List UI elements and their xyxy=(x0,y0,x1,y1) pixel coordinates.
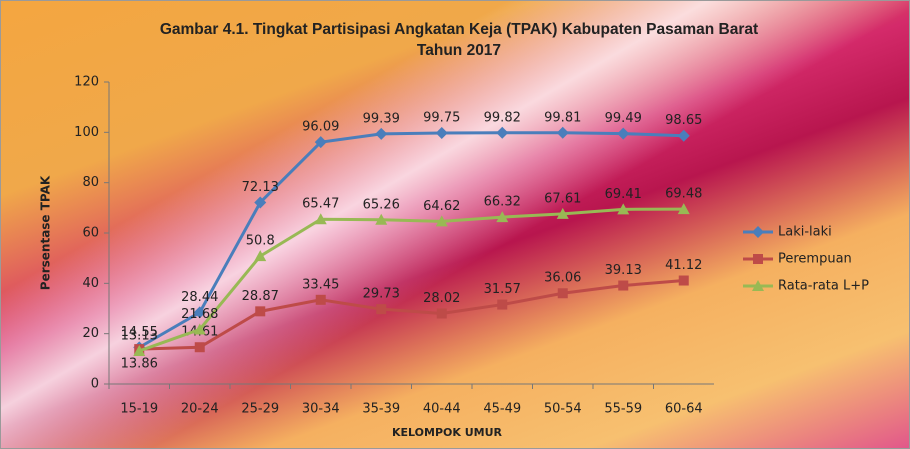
data-label: 31.57 xyxy=(484,282,521,297)
point-marker xyxy=(193,323,206,335)
data-label: 65.47 xyxy=(302,197,339,212)
x-tick-label: 60-64 xyxy=(665,402,703,417)
legend-label: Laki-laki xyxy=(778,225,832,240)
point-marker xyxy=(314,213,327,225)
data-label: 39.13 xyxy=(605,263,642,278)
data-label: 50.8 xyxy=(246,234,275,249)
data-label: 28.44 xyxy=(181,290,218,305)
x-tick-label: 55-59 xyxy=(604,402,642,417)
x-tick-label: 30-34 xyxy=(302,402,340,417)
data-label: 28.87 xyxy=(242,289,279,304)
point-marker xyxy=(677,203,690,215)
point-marker xyxy=(496,126,509,139)
point-marker xyxy=(435,215,448,227)
data-label: 29.73 xyxy=(363,287,400,302)
x-tick-label: 35-39 xyxy=(362,402,400,417)
data-label: 69.41 xyxy=(605,187,642,202)
data-label: 99.75 xyxy=(423,110,460,125)
point-marker xyxy=(752,280,764,291)
data-label: 13.13 xyxy=(121,328,158,343)
data-label: 21.68 xyxy=(181,307,218,322)
data-label: 66.32 xyxy=(484,195,521,210)
point-marker xyxy=(375,213,388,225)
point-marker xyxy=(376,304,387,315)
data-label: 99.81 xyxy=(544,110,581,125)
x-tick-label: 45-49 xyxy=(483,402,521,417)
x-axis-label: KELOMPOK UMUR xyxy=(392,426,503,439)
x-tick-label: 15-19 xyxy=(120,402,158,417)
y-tick-label: 80 xyxy=(82,175,99,190)
series-line xyxy=(138,131,684,349)
data-label: 13.86 xyxy=(121,357,158,372)
point-marker xyxy=(255,306,266,317)
data-label: 28.02 xyxy=(423,291,460,306)
data-label: 33.45 xyxy=(302,277,339,292)
point-marker xyxy=(254,196,267,209)
point-marker xyxy=(193,306,206,319)
point-marker xyxy=(436,308,447,319)
series-line xyxy=(138,207,684,353)
data-label: 99.39 xyxy=(363,111,400,126)
data-label: 67.61 xyxy=(544,191,581,206)
point-marker xyxy=(254,250,267,262)
point-marker xyxy=(375,127,388,140)
point-marker xyxy=(556,207,569,219)
point-marker xyxy=(557,288,568,299)
point-marker xyxy=(496,211,509,223)
point-marker xyxy=(618,280,629,291)
point-marker xyxy=(677,129,690,142)
y-tick-label: 40 xyxy=(82,276,99,291)
x-tick-label: 25-29 xyxy=(241,402,279,417)
data-label: 36.06 xyxy=(544,271,581,286)
data-label: 65.26 xyxy=(363,197,400,212)
data-label: 98.65 xyxy=(665,113,702,128)
point-marker xyxy=(753,254,763,264)
data-label: 64.62 xyxy=(423,199,460,214)
data-label: 41.12 xyxy=(665,258,702,273)
point-marker xyxy=(435,126,448,139)
x-tick-label: 40-44 xyxy=(423,402,461,417)
y-axis-label: Persentase TPAK xyxy=(39,175,53,290)
y-tick-label: 0 xyxy=(91,377,99,392)
data-label: 14.55 xyxy=(121,325,158,340)
point-marker xyxy=(752,226,764,238)
x-tick-label: 50-54 xyxy=(544,402,582,417)
x-tick-label: 20-24 xyxy=(181,402,219,417)
point-marker xyxy=(133,344,146,356)
y-tick-label: 20 xyxy=(82,326,99,341)
point-marker xyxy=(315,294,326,305)
legend-label: Perempuan xyxy=(778,252,852,267)
data-label: 72.13 xyxy=(242,180,279,195)
point-marker xyxy=(556,126,569,139)
point-marker xyxy=(678,275,689,286)
data-label: 96.09 xyxy=(302,120,339,135)
data-label: 99.49 xyxy=(605,111,642,126)
point-marker xyxy=(314,136,327,149)
y-tick-label: 120 xyxy=(74,75,99,90)
data-label: 99.82 xyxy=(484,110,521,125)
point-marker xyxy=(617,127,630,140)
y-tick-label: 100 xyxy=(74,125,99,140)
point-marker xyxy=(497,299,508,310)
data-label: 69.48 xyxy=(665,187,702,202)
y-tick-label: 60 xyxy=(82,226,99,241)
chart-title: Gambar 4.1. Tingkat Partisipasi Angkatan… xyxy=(159,21,759,59)
point-marker xyxy=(194,342,205,353)
series-line xyxy=(139,279,684,351)
legend-label: Rata-rata L+P xyxy=(778,279,869,294)
point-marker xyxy=(617,203,630,215)
